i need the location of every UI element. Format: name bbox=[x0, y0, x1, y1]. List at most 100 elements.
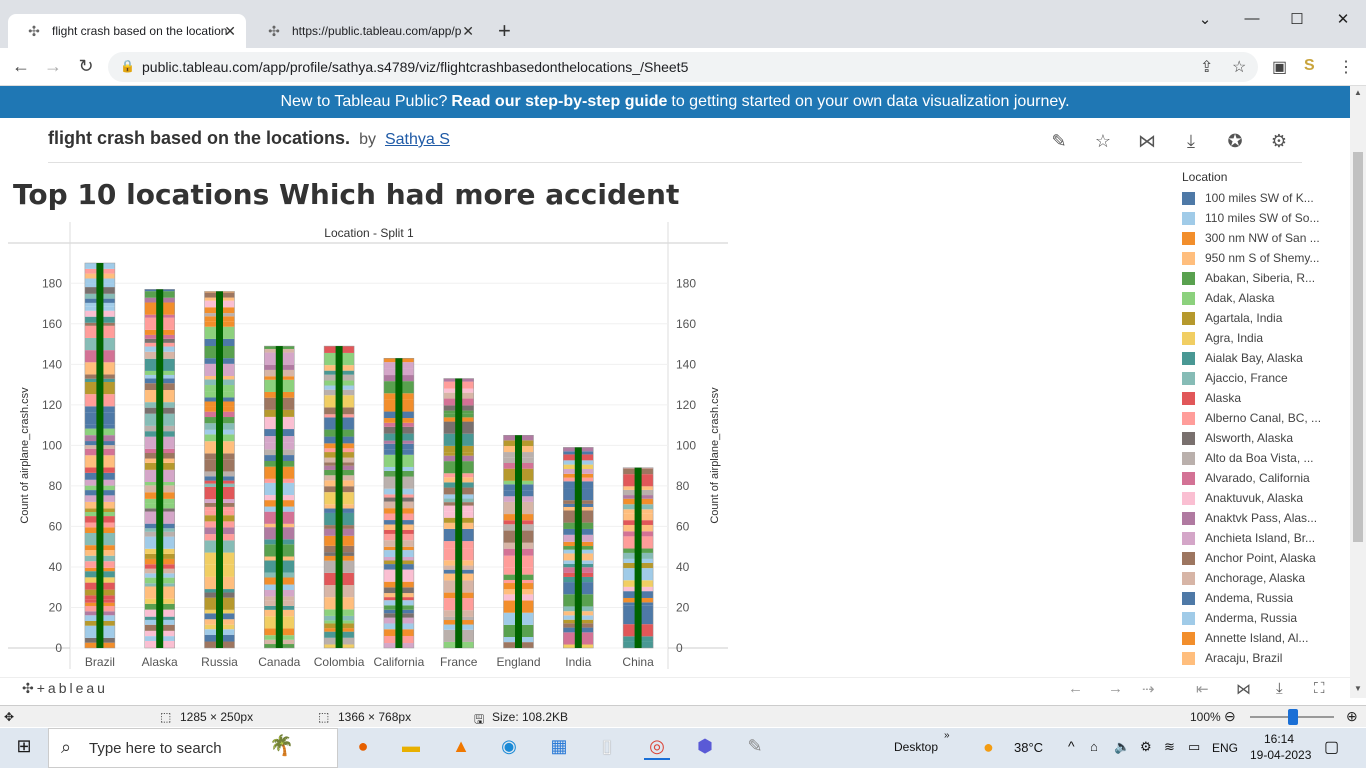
download-icon[interactable]: ⤓ bbox=[1187, 131, 1195, 151]
legend-item[interactable]: Anchorage, Alaska bbox=[1182, 568, 1332, 588]
zoom-out-icon[interactable]: ⊖ bbox=[1224, 708, 1236, 724]
language[interactable]: ENG bbox=[1212, 741, 1239, 755]
desktop-label[interactable]: Desktop bbox=[894, 740, 939, 754]
y-tick-label-right: 180 bbox=[676, 276, 696, 290]
bookmark-star-icon[interactable]: ☆ bbox=[1232, 59, 1247, 76]
scroll-thumb[interactable] bbox=[1353, 152, 1363, 542]
author-link[interactable]: Sathya S bbox=[384, 131, 450, 148]
settings-gear-icon[interactable]: ⚙ bbox=[1270, 131, 1288, 151]
y-tick-label-right: 0 bbox=[676, 641, 683, 655]
tray-app-icon[interactable]: ⚙ bbox=[1140, 739, 1152, 754]
firefox-icon[interactable]: ● bbox=[357, 736, 369, 756]
legend-label: Anchieta Island, Br... bbox=[1205, 531, 1316, 545]
vlc-icon[interactable]: ▲ bbox=[452, 736, 470, 756]
tab-search-icon[interactable]: ⌄ bbox=[1198, 11, 1212, 28]
edit-icon[interactable]: ✎ bbox=[1051, 131, 1067, 151]
scroll-up-icon[interactable]: ▲ bbox=[1354, 88, 1362, 97]
legend-item[interactable]: Anaktuvuk, Alaska bbox=[1182, 488, 1332, 508]
page-scrollbar[interactable]: ▲ ▼ bbox=[1350, 86, 1366, 698]
legend-label: 300 nm NW of San ... bbox=[1205, 231, 1320, 245]
legend-item[interactable]: Abakan, Siberia, R... bbox=[1182, 268, 1332, 288]
paint-icon[interactable]: ✎ bbox=[747, 736, 763, 756]
undo-icon[interactable]: ← bbox=[1068, 680, 1083, 697]
legend-item[interactable]: Annette Island, Al... bbox=[1182, 628, 1332, 648]
legend-title: Location bbox=[1182, 170, 1228, 184]
share-icon[interactable]: ⇪ bbox=[1200, 59, 1214, 76]
banner-guide-link[interactable]: Read our step-by-step guide bbox=[451, 93, 668, 110]
weather-icon[interactable]: ● bbox=[983, 737, 994, 757]
new-tab-button[interactable]: + bbox=[498, 18, 511, 43]
back-icon[interactable]: ← bbox=[12, 56, 30, 76]
legend-item[interactable]: Alto da Boa Vista, ... bbox=[1182, 448, 1332, 468]
close-tab-icon[interactable]: ✕ bbox=[224, 23, 236, 39]
legend-item[interactable]: Aracaju, Brazil bbox=[1182, 648, 1332, 668]
close-tab-icon[interactable]: ✕ bbox=[462, 23, 474, 39]
clock-time[interactable]: 16:14 bbox=[1264, 732, 1295, 746]
chrome-icon[interactable]: ◎ bbox=[644, 736, 670, 760]
x-tick-label: England bbox=[496, 655, 540, 669]
tableau-logo[interactable]: ✣+ableau bbox=[22, 680, 108, 697]
legend-item[interactable]: Aialak Bay, Alaska bbox=[1182, 348, 1332, 368]
maximize-icon[interactable]: ☐ bbox=[1290, 11, 1304, 28]
app-icon[interactable]: ⬢ bbox=[697, 736, 713, 756]
stacked-bar-chart[interactable]: Location - Split 1 0 0 20 20 40 40 60 60 80 80 100 1… bbox=[0, 222, 740, 672]
network-icon[interactable]: ⌂ bbox=[1090, 739, 1098, 754]
reset-icon[interactable]: ⇤ bbox=[1196, 681, 1209, 698]
tray-chevron-icon[interactable]: ^ bbox=[1068, 738, 1075, 754]
legend-label: Alaska bbox=[1205, 391, 1242, 405]
legend-item[interactable]: 110 miles SW of So... bbox=[1182, 208, 1332, 228]
taskbar-search[interactable]: ⌕ Type here to search 🌴 bbox=[48, 728, 338, 768]
menu-icon[interactable]: ⋮ bbox=[1338, 59, 1354, 76]
close-window-icon[interactable]: ✕ bbox=[1336, 11, 1350, 28]
edge-icon[interactable]: ◉ bbox=[501, 736, 517, 756]
legend-item[interactable]: Adak, Alaska bbox=[1182, 288, 1332, 308]
legend-item[interactable]: 300 nm NW of San ... bbox=[1182, 228, 1332, 248]
legend-item[interactable]: Andema, Russia bbox=[1182, 588, 1332, 608]
legend-item[interactable]: Ajaccio, France bbox=[1182, 368, 1332, 388]
desktop-chevron-icon[interactable]: » bbox=[944, 730, 950, 741]
legend-item[interactable]: Anaktvk Pass, Alas... bbox=[1182, 508, 1332, 528]
tab-active[interactable]: ✣ flight crash based on the location ✕ bbox=[8, 14, 246, 48]
extension-icon[interactable]: S bbox=[1304, 57, 1315, 74]
download-icon[interactable]: ⤓ bbox=[1276, 680, 1283, 697]
legend-item[interactable]: Alberno Canal, BC, ... bbox=[1182, 408, 1332, 428]
notification-icon[interactable]: ▢ bbox=[1324, 739, 1340, 756]
tab-inactive[interactable]: ✣ https://public.tableau.com/app/p ✕ bbox=[248, 14, 484, 48]
x-tick-label: France bbox=[440, 655, 478, 669]
store-icon[interactable]: ▦ bbox=[550, 736, 568, 756]
forward-icon[interactable]: → bbox=[44, 56, 62, 76]
favorite-icon[interactable]: ☆ bbox=[1094, 131, 1112, 151]
volume-icon[interactable]: 🔈 bbox=[1114, 739, 1131, 754]
notepad-icon[interactable]: ▯ bbox=[602, 736, 612, 756]
windows-start-icon[interactable]: ⊞ bbox=[16, 736, 32, 756]
legend-item[interactable]: Alaska bbox=[1182, 388, 1332, 408]
legend-item[interactable]: Alvarado, California bbox=[1182, 468, 1332, 488]
wifi-icon[interactable]: ≋ bbox=[1164, 739, 1175, 754]
legend-item[interactable]: Agra, India bbox=[1182, 328, 1332, 348]
share-icon[interactable]: ⋈ bbox=[1236, 681, 1251, 698]
legend-swatch bbox=[1182, 311, 1195, 325]
clock-date[interactable]: 19-04-2023 bbox=[1250, 748, 1312, 762]
fullscreen-icon[interactable]: ⛶ bbox=[1314, 680, 1325, 697]
scroll-down-icon[interactable]: ▼ bbox=[1354, 684, 1362, 693]
legend-item[interactable]: Anchieta Island, Br... bbox=[1182, 528, 1332, 548]
legend-item[interactable]: 950 nm S of Shemy... bbox=[1182, 248, 1332, 268]
zoom-in-icon[interactable]: ⊕ bbox=[1346, 708, 1358, 724]
redo-icon[interactable]: → bbox=[1108, 680, 1123, 697]
minimize-icon[interactable]: — bbox=[1244, 10, 1260, 27]
revert-icon[interactable]: ⇢ bbox=[1142, 681, 1155, 698]
zoom-slider-thumb[interactable] bbox=[1288, 709, 1298, 725]
temperature[interactable]: 38°C bbox=[1014, 740, 1044, 755]
badge-icon[interactable]: ✪ bbox=[1227, 131, 1243, 151]
reload-icon[interactable]: ↻ bbox=[78, 56, 94, 76]
file-explorer-icon[interactable]: ▬ bbox=[402, 736, 420, 756]
address-bar[interactable]: 🔒 public.tableau.com/app/profile/sathya.… bbox=[108, 52, 1258, 82]
battery-icon[interactable]: ▭ bbox=[1188, 739, 1201, 754]
legend-item[interactable]: Agartala, India bbox=[1182, 308, 1332, 328]
side-panel-icon[interactable]: ▣ bbox=[1272, 59, 1288, 76]
legend-item[interactable]: Alsworth, Alaska bbox=[1182, 428, 1332, 448]
legend-item[interactable]: 100 miles SW of K... bbox=[1182, 188, 1332, 208]
legend-item[interactable]: Anchor Point, Alaska bbox=[1182, 548, 1332, 568]
legend-item[interactable]: Anderma, Russia bbox=[1182, 608, 1332, 628]
share-icon[interactable]: ⋈ bbox=[1138, 131, 1156, 151]
